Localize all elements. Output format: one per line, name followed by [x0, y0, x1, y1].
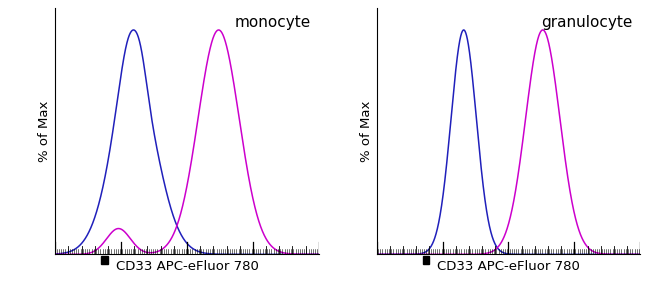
Text: granulocyte: granulocyte	[541, 15, 632, 30]
Text: monocyte: monocyte	[235, 15, 311, 30]
Bar	[423, 256, 430, 264]
Y-axis label: % of Max: % of Max	[38, 100, 51, 162]
X-axis label: CD33 APC-eFluor 780: CD33 APC-eFluor 780	[116, 260, 259, 273]
Y-axis label: % of Max: % of Max	[359, 100, 372, 162]
Bar	[101, 256, 108, 264]
X-axis label: CD33 APC-eFluor 780: CD33 APC-eFluor 780	[437, 260, 580, 273]
